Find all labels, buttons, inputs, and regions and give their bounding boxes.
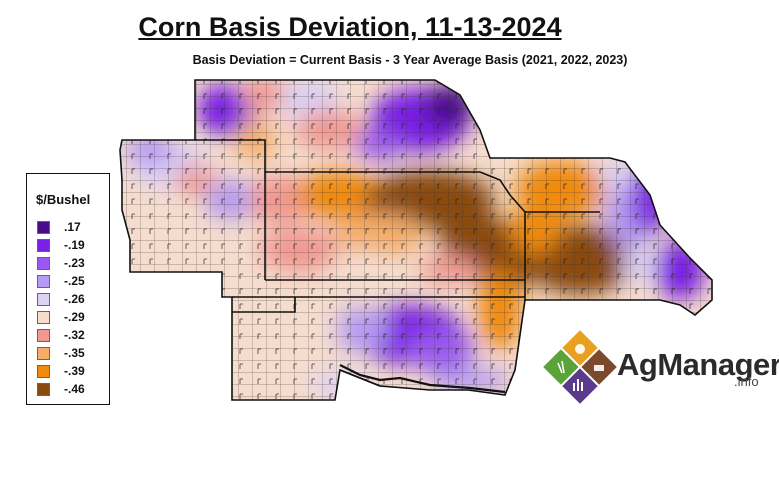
state-borders <box>119 79 713 401</box>
legend-item: .17 <box>37 220 81 234</box>
legend-swatch <box>37 364 50 378</box>
legend-item: -.26 <box>37 292 85 306</box>
legend-swatch <box>37 382 50 396</box>
logo-wordmark: AgManager <box>617 347 779 382</box>
legend-item: -.46 <box>37 382 85 396</box>
legend-swatch <box>37 274 50 288</box>
legend-label: -.46 <box>64 382 85 396</box>
legend-title: $/Bushel <box>36 192 91 207</box>
legend-item: -.19 <box>37 238 85 252</box>
legend-label: -.39 <box>64 364 85 378</box>
legend-swatch <box>37 292 50 306</box>
legend-swatch <box>37 238 50 252</box>
legend-label: -.19 <box>64 238 85 252</box>
legend-label: -.35 <box>64 346 85 360</box>
legend-swatch <box>37 256 50 270</box>
agmanager-logo <box>543 330 617 404</box>
logo-suffix: .info <box>734 374 759 389</box>
legend-label: .17 <box>64 220 81 234</box>
legend-item: -.29 <box>37 310 85 324</box>
legend-item: -.35 <box>37 346 85 360</box>
legend: $/Bushel .17 -.19 -.23 -.25 -.26 -.29 -.32 -.35… <box>26 173 110 405</box>
red-river-border <box>339 364 506 394</box>
legend-swatch <box>37 328 50 342</box>
legend-swatch <box>37 310 50 324</box>
legend-swatch <box>37 220 50 234</box>
legend-item: -.23 <box>37 256 85 270</box>
legend-label: -.32 <box>64 328 85 342</box>
legend-swatch <box>37 346 50 360</box>
legend-label: -.23 <box>64 256 85 270</box>
legend-item: -.32 <box>37 328 85 342</box>
legend-item: -.39 <box>37 364 85 378</box>
map-subtitle: Basis Deviation = Current Basis - 3 Year… <box>192 53 628 67</box>
legend-label: -.26 <box>64 292 85 306</box>
legend-item: -.25 <box>37 274 85 288</box>
map-title: Corn Basis Deviation, 11-13-2024 <box>138 12 562 42</box>
legend-label: -.25 <box>64 274 85 288</box>
legend-label: -.29 <box>64 310 85 324</box>
